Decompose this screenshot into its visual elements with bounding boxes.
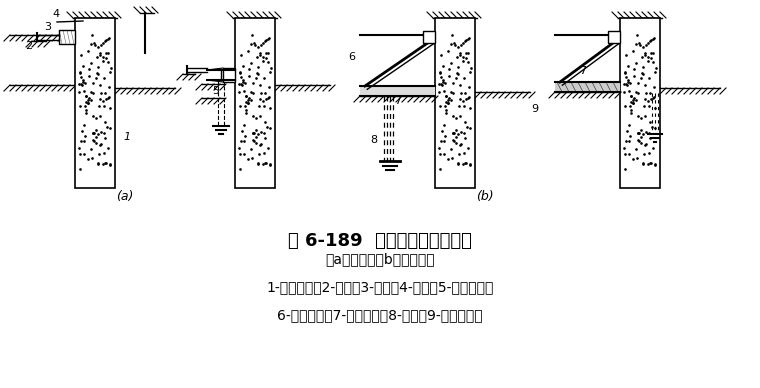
- Bar: [608, 31, 620, 43]
- Text: (b): (b): [477, 190, 494, 203]
- Text: 2: 2: [25, 41, 33, 51]
- Bar: [555, 82, 620, 92]
- Text: 7: 7: [394, 96, 401, 106]
- Bar: [360, 86, 435, 96]
- Text: 1: 1: [123, 132, 130, 142]
- Text: 1-水泥土墙；2-围檩；3-对撑；4-吊索；5-支承型钢；: 1-水泥土墙；2-围檩；3-对撑；4-吊索；5-支承型钢；: [266, 280, 494, 294]
- Bar: [620, 18, 660, 188]
- Text: 9: 9: [531, 104, 539, 114]
- Text: 6-竖向斜撑；7-铺地型钢；8-板柱；9-混凝土垫层: 6-竖向斜撑；7-铺地型钢；8-板柱；9-混凝土垫层: [277, 308, 483, 322]
- Bar: [235, 18, 275, 188]
- Text: （a）对撑；（b）竖向斜撑: （a）对撑；（b）竖向斜撑: [325, 252, 435, 266]
- Bar: [59, 30, 75, 44]
- Text: 3: 3: [45, 22, 52, 32]
- Text: 6: 6: [349, 52, 356, 62]
- Text: (a): (a): [116, 190, 134, 203]
- Text: 7: 7: [579, 66, 586, 76]
- Text: 5: 5: [212, 86, 219, 96]
- Text: 图 6-189  水泥土墙加临时支撑: 图 6-189 水泥土墙加临时支撑: [288, 232, 472, 250]
- Bar: [423, 31, 435, 43]
- Text: 4: 4: [52, 9, 59, 19]
- Bar: [435, 18, 475, 188]
- Text: 8: 8: [370, 135, 377, 145]
- Bar: [223, 68, 235, 82]
- Bar: [75, 18, 115, 188]
